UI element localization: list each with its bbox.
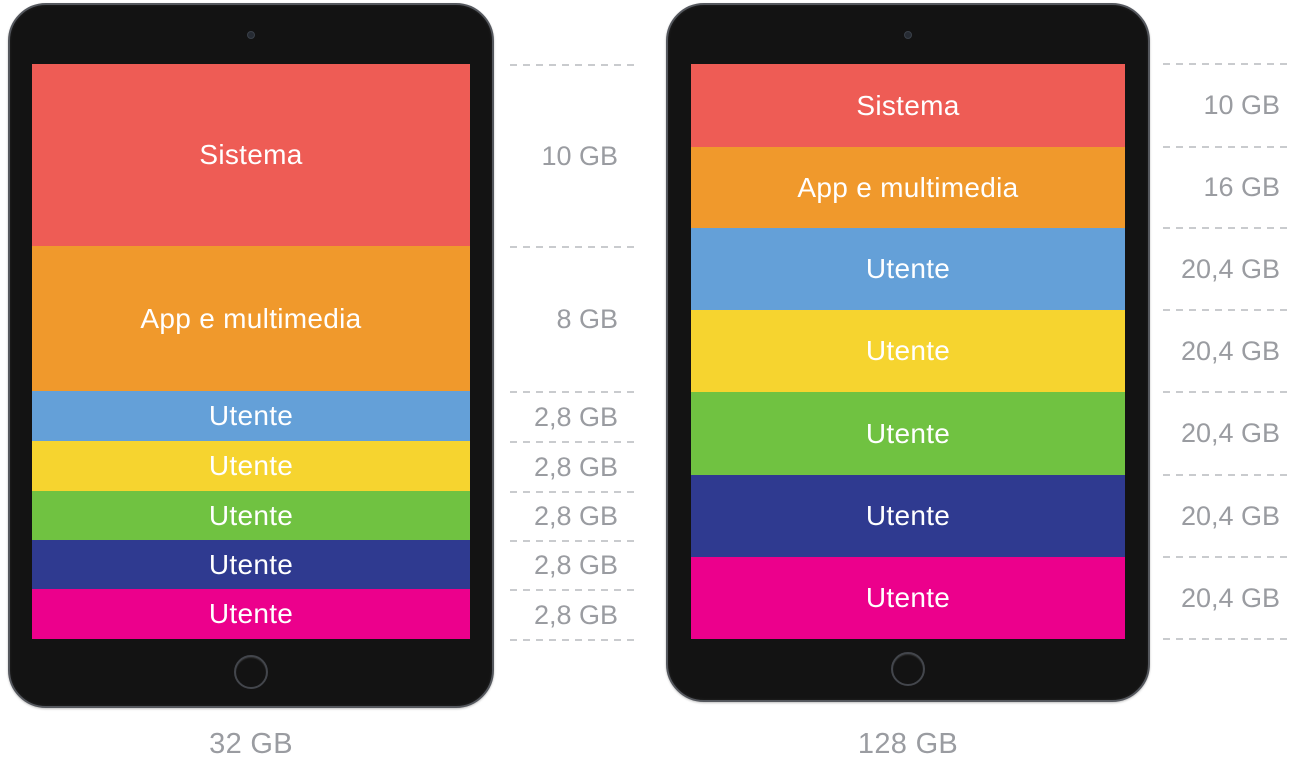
segment-label: Utente: [208, 548, 294, 580]
size-row: 2,8 GB: [510, 391, 640, 442]
ipad-32gb-frame: Sistema App e multimedia Utente Utente U…: [8, 3, 494, 708]
segment-app-multimedia: App e multimedia: [32, 246, 470, 391]
home-button: [234, 655, 268, 689]
dashed-line: [510, 540, 640, 542]
segment-label: Utente: [865, 417, 951, 449]
size-value: 8 GB: [556, 304, 618, 334]
segment-utente-green: Utente: [32, 491, 470, 540]
size-row: 2,8 GB: [510, 491, 640, 541]
size-value: 16 GB: [1203, 172, 1280, 202]
ipad-128gb-frame: Sistema App e multimedia Utente Utente U…: [666, 3, 1150, 702]
dashed-line: [510, 391, 640, 393]
dashed-line: [510, 246, 640, 248]
segment-label: Utente: [865, 335, 951, 366]
size-value: 10 GB: [541, 140, 618, 171]
size-row: 2,8 GB: [510, 540, 640, 590]
segment-label: Utente: [208, 499, 294, 531]
dashed-line: [1163, 309, 1292, 311]
segment-utente-green: Utente: [691, 392, 1125, 475]
dashed-line: [1163, 638, 1292, 640]
segment-label: App e multimedia: [797, 171, 1019, 203]
ipad-128gb-screen: Sistema App e multimedia Utente Utente U…: [691, 64, 1125, 639]
segment-utente-yellow: Utente: [691, 310, 1125, 392]
segment-label: Utente: [865, 253, 951, 284]
dashed-line: [510, 589, 640, 591]
dashed-line: [1163, 227, 1292, 229]
size-value: 10 GB: [1203, 90, 1280, 120]
ipad-32gb-screen: Sistema App e multimedia Utente Utente U…: [32, 64, 470, 639]
segment-label: Sistema: [199, 139, 303, 170]
size-value: 2,8 GB: [533, 451, 618, 482]
size-labels-32gb: 10 GB 8 GB 2,8 GB 2,8 GB 2,8 GB 2,8 GB: [510, 64, 640, 641]
dashed-line: [1163, 63, 1292, 65]
segment-utente-pink: Utente: [691, 557, 1125, 639]
segment-sistema: Sistema: [691, 64, 1125, 147]
capacity-label-128gb: 128 GB: [857, 728, 959, 760]
dashed-line: [510, 639, 640, 641]
size-row: 20,4 GB: [1163, 391, 1292, 475]
size-row: 2,8 GB: [510, 589, 640, 641]
size-value: 2,8 GB: [533, 550, 618, 580]
dashed-line: [1163, 391, 1292, 393]
size-row: 20,4 GB: [1163, 227, 1292, 310]
segment-label: Utente: [208, 450, 294, 481]
size-labels-128gb: 10 GB 16 GB 20,4 GB 20,4 GB 20,4 GB 20,4…: [1163, 63, 1292, 640]
dashed-line: [1163, 146, 1292, 148]
size-value: 20,4 GB: [1180, 335, 1280, 366]
segment-app-multimedia: App e multimedia: [691, 147, 1125, 228]
segment-sistema: Sistema: [32, 64, 470, 246]
dashed-line: [510, 441, 640, 443]
size-row: 20,4 GB: [1163, 556, 1292, 640]
dashed-line: [510, 491, 640, 493]
size-row: 10 GB: [510, 64, 640, 247]
dashed-line: [510, 64, 640, 66]
size-row: 2,8 GB: [510, 441, 640, 492]
size-value: 2,8 GB: [533, 599, 618, 630]
segment-label: App e multimedia: [140, 302, 362, 334]
segment-utente-pink: Utente: [32, 589, 470, 639]
segment-label: Utente: [208, 598, 294, 629]
size-value: 2,8 GB: [533, 501, 618, 531]
size-value: 20,4 GB: [1180, 582, 1280, 613]
segment-utente-yellow: Utente: [32, 441, 470, 491]
size-row: 20,4 GB: [1163, 474, 1292, 557]
segment-label: Utente: [208, 400, 294, 431]
front-camera-icon: [247, 31, 255, 39]
front-camera-icon: [904, 31, 912, 39]
size-value: 20,4 GB: [1180, 418, 1280, 448]
capacity-label-32gb: 32 GB: [209, 728, 293, 760]
size-value: 20,4 GB: [1180, 500, 1280, 531]
segment-label: Sistema: [856, 89, 960, 121]
size-row: 8 GB: [510, 246, 640, 392]
segment-utente-navy: Utente: [32, 540, 470, 589]
size-value: 2,8 GB: [533, 401, 618, 432]
size-row: 20,4 GB: [1163, 309, 1292, 392]
segment-utente-navy: Utente: [691, 475, 1125, 557]
size-row: 10 GB: [1163, 63, 1292, 147]
dashed-line: [1163, 474, 1292, 476]
segment-label: Utente: [865, 500, 951, 531]
size-row: 16 GB: [1163, 146, 1292, 228]
segment-utente-blue: Utente: [32, 391, 470, 441]
segment-utente-blue: Utente: [691, 228, 1125, 310]
home-button: [891, 652, 925, 686]
dashed-line: [1163, 556, 1292, 558]
size-value: 20,4 GB: [1180, 253, 1280, 284]
segment-label: Utente: [865, 582, 951, 613]
